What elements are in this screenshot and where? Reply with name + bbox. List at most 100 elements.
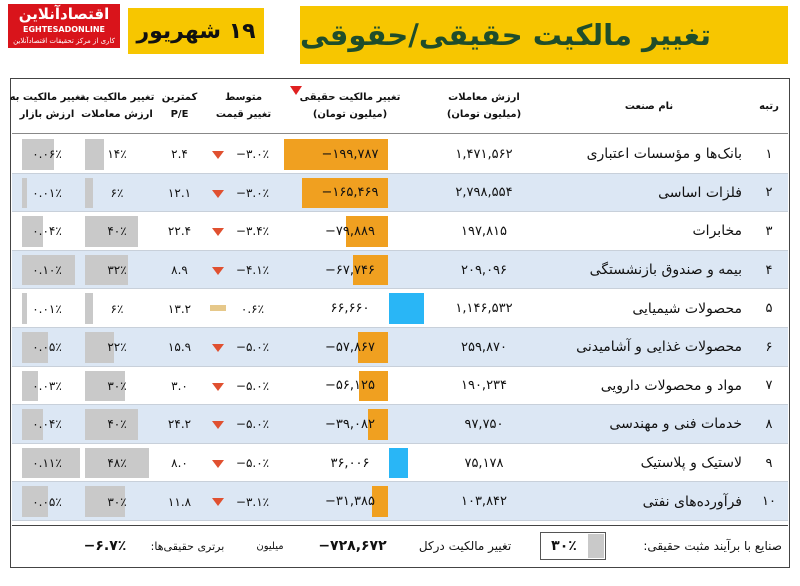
cell-text: ۶	[765, 339, 773, 355]
column-header: ارزش معاملات (میلیون تومان)	[420, 80, 548, 132]
cell-text: −۳.۰٪	[235, 147, 270, 162]
row-bg	[12, 250, 788, 290]
trans-ratio-bar	[85, 293, 93, 324]
header-line: P/E	[170, 109, 189, 120]
cell-text: محصولات غذایی و آشامیدنی	[576, 339, 742, 356]
cell-text: −۳۹,۰۸۲	[325, 416, 375, 432]
header-line: تغییر مالکیت به	[79, 92, 155, 103]
trans-ratio-bar	[85, 177, 93, 209]
real-change-bar	[357, 332, 388, 363]
footer-rule	[12, 525, 788, 526]
cell-text: −۳.۰٪	[235, 185, 270, 200]
column-header: تغییر مالکیت به ارزش بازار	[10, 80, 85, 132]
cell-text: فرآورده‌های نفتی	[642, 493, 742, 510]
trans-ratio-bar	[85, 254, 128, 286]
cell-text: ۰.۰۳٪	[32, 378, 62, 393]
real-change-bar	[284, 139, 388, 170]
price-down	[212, 228, 224, 237]
cell-text: بیمه و صندوق بازنشستگی	[589, 262, 742, 279]
real-change-bar	[358, 370, 388, 402]
cell-text: ۳۰٪	[107, 494, 127, 509]
footer-text: ۳۰٪	[551, 538, 577, 554]
cell-text: ۰.۰۴٪	[32, 417, 62, 432]
cell-text: −۱۶۵,۴۶۹	[321, 185, 379, 201]
title: تغییر مالکیت حقیقی/حقوقی	[300, 18, 711, 52]
cell-text: ۲.۴	[171, 147, 188, 162]
cell-text: ۶٪	[110, 301, 124, 316]
trans-ratio-bar	[85, 370, 125, 402]
cell-text: ۲۲.۴	[167, 224, 192, 239]
cell-text: −۵۷,۸۶۷	[325, 339, 375, 355]
price-down	[212, 266, 224, 275]
header-line: کمترین	[161, 92, 198, 103]
header-line: ارزش بازار	[19, 109, 75, 120]
cell-text: ۴۰٪	[107, 224, 127, 239]
footer-text: برتری حقیقی‌ها:	[150, 539, 225, 553]
cell-text: −۷۹,۸۸۹	[325, 223, 375, 239]
cell-text: ۲۰۹,۰۹۶	[460, 262, 508, 278]
cell-text: ۹	[765, 455, 773, 471]
cell-text: ۰.۱۰٪	[32, 263, 62, 278]
footer-text: −۷۲۸,۶۷۲	[318, 538, 387, 554]
price-up	[210, 305, 226, 312]
row-bg	[12, 482, 788, 521]
cell-text: ۳	[765, 223, 773, 239]
header-line: متوسط	[224, 92, 263, 103]
cell-text: ۷۵,۱۷۸	[464, 455, 504, 471]
cell-text: ۸.۰	[171, 456, 188, 471]
cell-text: محصولات شیمیایی	[632, 300, 742, 317]
row-bg	[12, 366, 788, 406]
cell-text: ۰.۰۵٪	[32, 494, 62, 509]
cell-text: ۱	[765, 146, 773, 162]
cell-text: −۳۱,۳۸۵	[325, 494, 375, 510]
market-ratio-bar	[22, 332, 49, 363]
row-bg	[12, 173, 788, 213]
cell-text: ۰.۰۱٪	[32, 185, 62, 200]
header-line: (میلیون تومان)	[312, 109, 388, 120]
price-down	[212, 498, 224, 507]
header-line: نام صنعت	[624, 100, 674, 112]
price-down	[212, 459, 224, 468]
cell-text: ۱۱.۸	[167, 494, 192, 509]
cell-text: ۱۰۳,۸۴۲	[460, 494, 508, 510]
market-ratio-bar	[22, 139, 54, 170]
cell-text: ۶٪	[110, 185, 124, 200]
cell-text: −۳.۴٪	[235, 224, 270, 239]
trans-ratio-bar	[85, 486, 125, 517]
sort-marker	[290, 86, 302, 95]
footer-text: تغییر مالکیت درکل	[418, 539, 512, 553]
cell-text: ۳۲٪	[107, 263, 127, 278]
cell-text: ۸	[765, 416, 773, 432]
cell-text: ۴۰٪	[107, 417, 127, 432]
column-header: تغییر مالکیت به ارزش معاملات	[79, 80, 155, 132]
cell-text: ۶۶,۶۶۰	[330, 301, 370, 317]
cell-text: ۰.۱۱٪	[32, 456, 62, 471]
footer-text: میلیون	[256, 540, 284, 552]
cell-text: −۵.۰٪	[235, 340, 270, 355]
header-rule	[12, 133, 788, 134]
cell-text: ۹۷,۷۵۰	[464, 416, 504, 432]
market-ratio-bar	[22, 254, 75, 286]
row-bg	[12, 135, 788, 174]
real-change-bar	[367, 409, 388, 440]
cell-text: ۳۰٪	[107, 378, 127, 393]
real-change-bar	[371, 486, 388, 517]
header-line: ارزش معاملات	[448, 92, 520, 103]
footer-text: −۶.۷٪	[83, 538, 127, 554]
cell-text: فلزات اساسی	[658, 184, 742, 201]
column-header: متوسط تغییر قیمت	[207, 80, 280, 132]
cell-text: ۱۳.۲	[167, 301, 192, 316]
cell-text: ۱۹۷,۸۱۵	[460, 223, 508, 239]
cell-text: ۴	[765, 262, 773, 278]
cell-text: ۵	[765, 301, 773, 317]
cell-text: لاستیک و پلاستیک	[640, 455, 742, 472]
cell-text: ۰.۶٪	[240, 301, 265, 316]
row-bg	[12, 405, 788, 444]
header-line: تغییر مالکیت حقیقی	[299, 92, 401, 103]
header-line: تغییر قیمت	[215, 109, 272, 120]
real-change-bar	[352, 254, 388, 286]
cell-text: −۵۶,۱۲۵	[325, 378, 375, 394]
cell-text: −۵.۰٪	[235, 417, 270, 432]
price-down	[212, 151, 224, 159]
